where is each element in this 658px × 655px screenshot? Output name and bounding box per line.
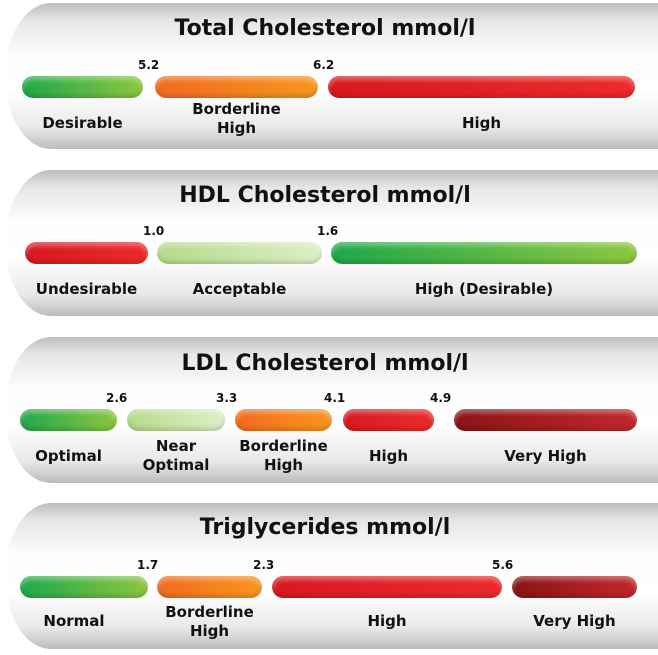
range-label: High (Desirable) [414, 280, 554, 298]
range-label: High [368, 447, 409, 465]
range-label: Near Optimal [142, 437, 210, 474]
panel-title: Triglycerides mmol/l [199, 515, 451, 540]
near-optimal-bar [127, 409, 225, 431]
threshold-value: 2.3 [253, 558, 275, 572]
range-label: Acceptable [192, 280, 287, 298]
very-high-bar [512, 576, 637, 598]
range-label: Normal [43, 612, 105, 630]
undesirable-bar [25, 242, 148, 264]
threshold-value: 5.6 [492, 558, 514, 572]
threshold-value: 5.2 [138, 58, 160, 72]
range-label: Very High [533, 612, 616, 630]
threshold-value: 2.6 [106, 391, 128, 405]
range-label: High [461, 114, 502, 132]
range-label: Borderline High [165, 603, 254, 640]
threshold-value: 4.9 [430, 391, 452, 405]
borderline-high-bar [155, 76, 318, 98]
range-label: Very High [504, 447, 587, 465]
threshold-value: 1.0 [143, 224, 165, 238]
panel-title: Total Cholesterol mmol/l [174, 16, 476, 41]
range-label: Borderline High [239, 437, 328, 474]
panel-title: LDL Cholesterol mmol/l [181, 351, 469, 376]
normal-bar [20, 576, 148, 598]
borderline-high-bar [235, 409, 332, 431]
panel-title: HDL Cholesterol mmol/l [179, 183, 471, 208]
range-label: Optimal [35, 447, 102, 465]
threshold-value: 1.6 [317, 224, 339, 238]
range-label: Undesirable [35, 280, 138, 298]
high-bar [272, 576, 502, 598]
range-label: High [367, 612, 407, 630]
borderline-high-bar [157, 576, 262, 598]
high-desirable-bar [331, 242, 637, 264]
high-bar [343, 409, 434, 431]
threshold-value: 3.3 [216, 391, 238, 405]
threshold-value: 1.7 [137, 558, 159, 572]
range-label: Desirable [42, 114, 123, 132]
very-high-bar [454, 409, 637, 431]
threshold-value: 4.1 [324, 391, 346, 405]
optimal-bar [20, 409, 117, 431]
range-label: Borderline High [192, 100, 281, 137]
high-bar [328, 76, 635, 98]
threshold-value: 6.2 [313, 58, 335, 72]
acceptable-bar [157, 242, 322, 264]
desirable-bar [22, 76, 143, 98]
